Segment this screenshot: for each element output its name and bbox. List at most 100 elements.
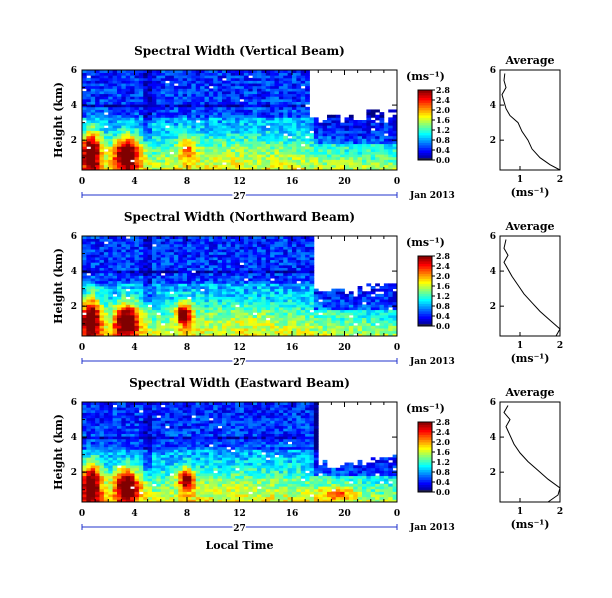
heatmap-cell <box>195 114 201 118</box>
heatmap-cell <box>300 330 306 334</box>
heatmap-cell <box>169 85 175 89</box>
heatmap-cell <box>305 96 310 100</box>
heatmap-cell <box>200 236 205 240</box>
heatmap-cell <box>143 283 149 287</box>
heatmap-cell <box>147 125 153 129</box>
heatmap-cell <box>252 254 258 258</box>
heatmap-cell <box>305 312 310 316</box>
heatmap-cell <box>103 333 109 337</box>
heatmap-cell <box>143 251 149 255</box>
heatmap-cell <box>243 293 249 297</box>
heatmap-cell <box>165 130 170 134</box>
heatmap-cell <box>200 112 205 116</box>
heatmap-cell <box>248 93 254 97</box>
heatmap-cell <box>95 159 100 163</box>
heatmap-cell <box>278 251 284 255</box>
heatmap-cell <box>335 135 341 139</box>
heatmap-cell <box>178 146 184 150</box>
heatmap-cell <box>204 272 210 276</box>
heatmap-cell <box>187 314 192 318</box>
heatmap-cell <box>243 283 249 287</box>
heatmap-cell <box>208 141 214 145</box>
heatmap-cell <box>309 312 315 316</box>
heatmap-cell <box>226 320 232 324</box>
x-tick-label: 8 <box>184 343 190 353</box>
heatmap-cell <box>125 159 131 163</box>
heatmap-cell <box>195 304 201 308</box>
heatmap-cell <box>239 77 245 81</box>
heatmap-cell <box>213 159 219 163</box>
heatmap-cell <box>305 70 310 74</box>
heatmap-cell <box>130 296 135 300</box>
heatmap-cell <box>182 299 188 303</box>
heatmap-cell <box>239 309 245 313</box>
heatmap-cell <box>99 151 105 155</box>
heatmap-cell <box>99 83 105 87</box>
heatmap-cell <box>226 262 232 266</box>
heatmap-cell <box>252 291 258 295</box>
heatmap-cell <box>125 322 131 326</box>
heatmap-cell <box>152 77 157 81</box>
heatmap-cell <box>182 257 188 261</box>
heatmap-cell <box>353 120 359 124</box>
heatmap-cell <box>392 109 398 113</box>
heatmap-cell <box>287 93 293 97</box>
heatmap-cell <box>296 125 302 129</box>
heatmap-cell <box>134 286 140 290</box>
heatmap-cell <box>99 146 105 150</box>
heatmap-cell <box>222 272 227 276</box>
heatmap-cell <box>143 296 149 300</box>
heatmap-cell <box>99 328 105 332</box>
heatmap-cell <box>243 101 249 105</box>
heatmap-cell <box>309 141 315 145</box>
heatmap-cell <box>257 130 262 134</box>
heatmap-cell <box>138 333 144 337</box>
heatmap-cell <box>86 96 92 100</box>
heatmap-cell <box>173 288 179 292</box>
heatmap-cell <box>125 254 131 258</box>
heatmap-cell <box>130 91 135 95</box>
heatmap-cell <box>134 257 140 261</box>
heatmap-cell <box>270 85 275 89</box>
heatmap-cell <box>274 109 280 113</box>
heatmap-cell <box>327 293 332 297</box>
heatmap-grid <box>82 236 398 337</box>
heatmap-cell <box>82 270 87 274</box>
heatmap-cell <box>156 112 162 116</box>
heatmap-cell <box>296 143 302 147</box>
heatmap-cell <box>143 122 149 126</box>
heatmap-cell <box>90 109 96 113</box>
heatmap-cell <box>160 146 166 150</box>
heatmap-cell <box>103 251 109 255</box>
heatmap-cell <box>213 96 219 100</box>
colorbar-tick-label: 2.0 <box>436 271 450 281</box>
heatmap-cell <box>309 299 315 303</box>
heatmap-cell <box>300 101 306 105</box>
heatmap-cell <box>265 249 271 253</box>
heatmap-cell <box>160 243 166 247</box>
heatmap-cell <box>261 164 267 168</box>
heatmap-cell <box>130 146 135 150</box>
heatmap-cell <box>147 264 153 268</box>
heatmap-cell <box>226 257 232 261</box>
heatmap-cell <box>274 83 280 87</box>
heatmap-cell <box>248 275 254 279</box>
heatmap-cell <box>222 291 227 295</box>
heatmap-cell <box>169 270 175 274</box>
heatmap-cell <box>348 135 354 139</box>
heatmap-cell <box>95 314 100 318</box>
heatmap-cell <box>362 307 367 311</box>
heatmap-cell <box>265 88 271 92</box>
heatmap-cell <box>226 106 232 110</box>
heatmap-cell <box>392 159 398 163</box>
heatmap-cell <box>156 251 162 255</box>
heatmap-cell <box>226 293 232 297</box>
heatmap-cell <box>261 130 267 134</box>
heatmap-cell <box>278 159 284 163</box>
heatmap-cell <box>138 164 144 168</box>
heatmap-cell <box>187 159 192 163</box>
heatmap-cell <box>348 291 354 295</box>
heatmap-cell <box>292 262 297 266</box>
heatmap-cell <box>160 77 166 81</box>
heatmap-cell <box>147 238 153 242</box>
